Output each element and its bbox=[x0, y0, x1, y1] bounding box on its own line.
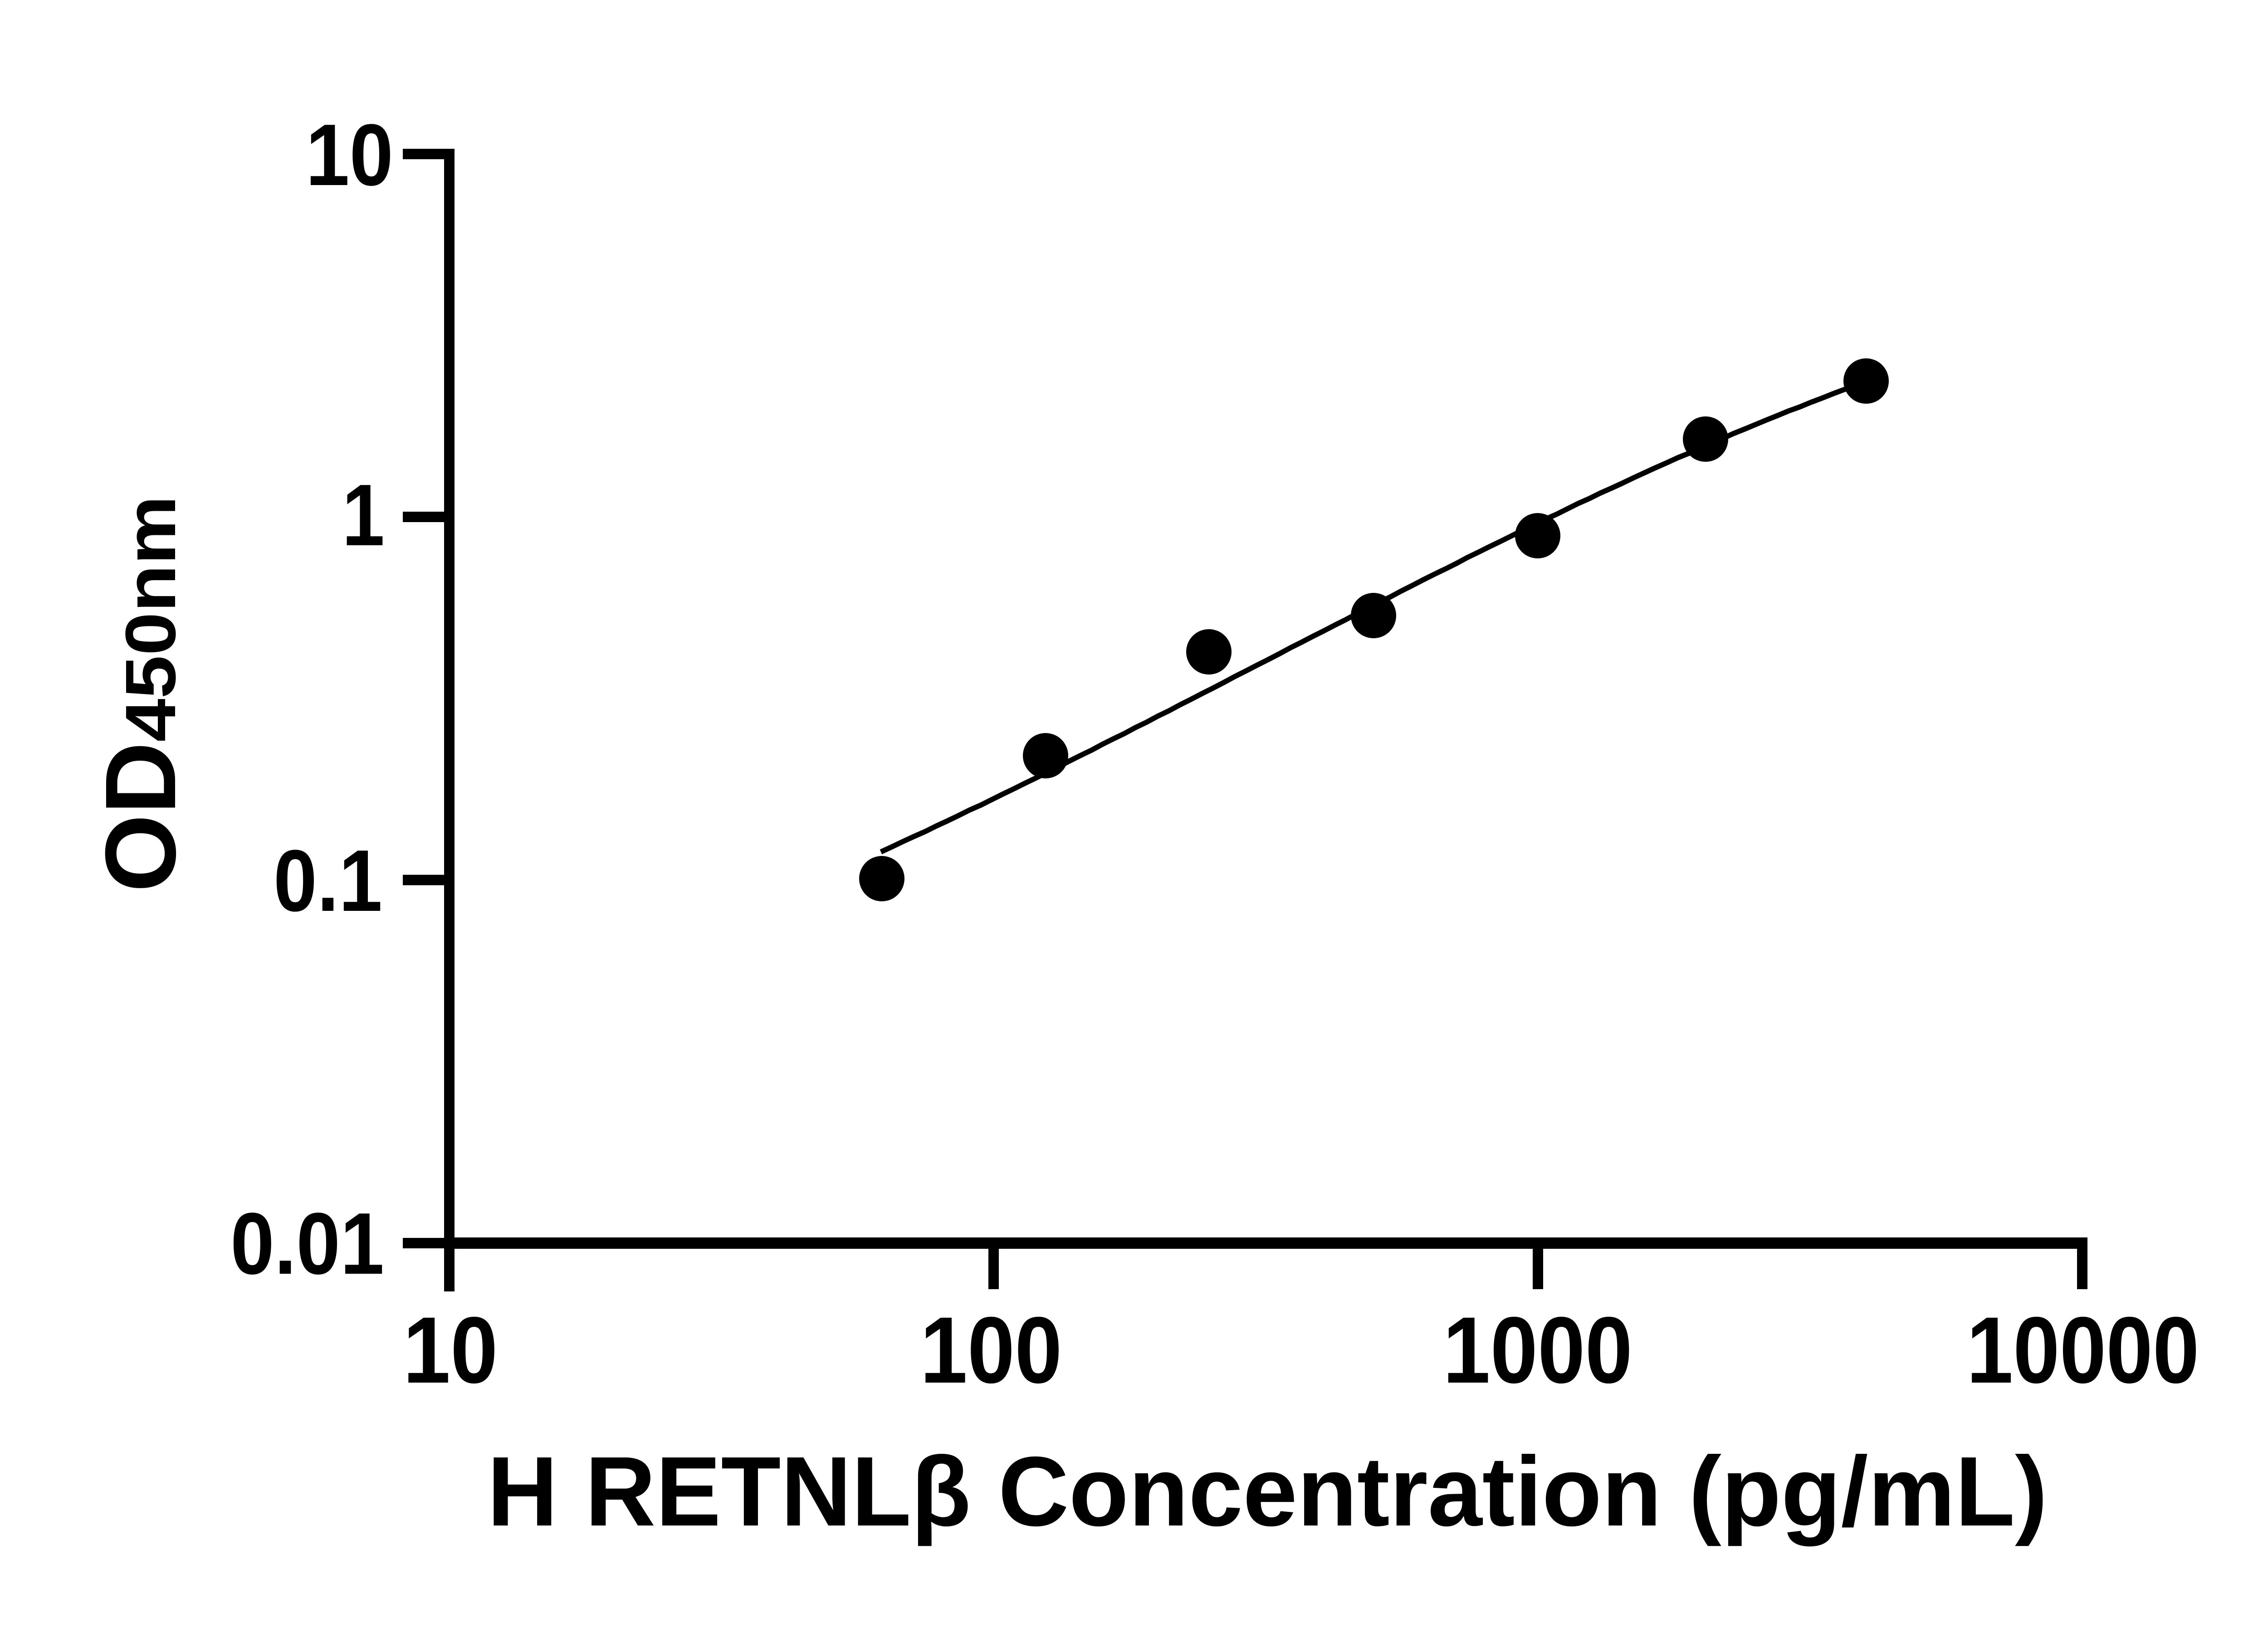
svg-text:10000: 10000 bbox=[1967, 1298, 2200, 1403]
svg-text:H RETNLβ Concentration (pg/mL): H RETNLβ Concentration (pg/mL) bbox=[487, 1437, 2048, 1547]
svg-text:10: 10 bbox=[403, 1298, 498, 1403]
svg-text:0.01: 0.01 bbox=[230, 1194, 384, 1292]
svg-text:0.1: 0.1 bbox=[274, 831, 382, 929]
svg-text:10: 10 bbox=[306, 106, 393, 204]
svg-text:1: 1 bbox=[342, 466, 385, 564]
svg-text:100: 100 bbox=[920, 1298, 1062, 1403]
svg-text:1000: 1000 bbox=[1443, 1298, 1633, 1403]
